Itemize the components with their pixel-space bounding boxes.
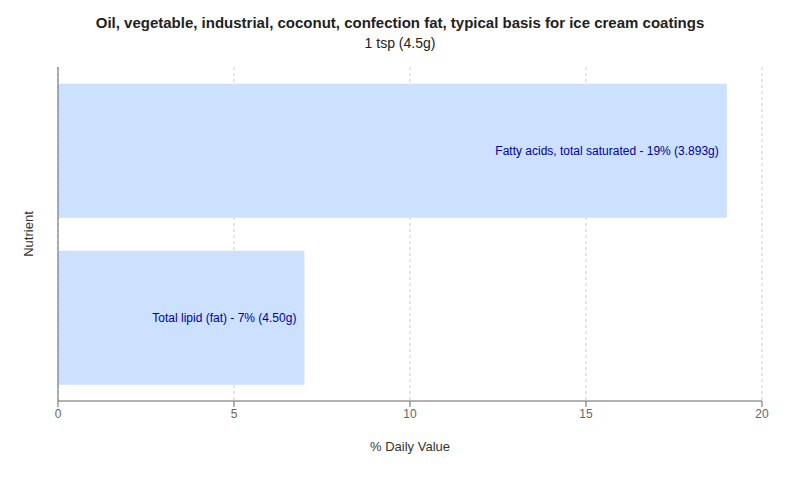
svg-text:5: 5 (231, 407, 238, 421)
html-text:Oil, vegetable, industrial, co: Oil, vegetable, industrial, coconut, con… (95, 14, 705, 31)
svg-text:0: 0 (55, 407, 62, 421)
svg-text:Total lipid (fat) - 7% (4.50g): Total lipid (fat) - 7% (4.50g) (152, 311, 296, 325)
svg-text:Nutrient: Nutrient (21, 211, 36, 257)
svg-text:15: 15 (579, 407, 593, 421)
svg-text:10: 10 (403, 407, 417, 421)
svg-text:20: 20 (755, 407, 769, 421)
html-text:1 tsp (4.5g): 1 tsp (4.5g) (364, 35, 436, 51)
svg-text:Fatty acids, total saturated -: Fatty acids, total saturated - 19% (3.89… (495, 144, 718, 158)
svg-text:% Daily Value: % Daily Value (370, 439, 450, 454)
